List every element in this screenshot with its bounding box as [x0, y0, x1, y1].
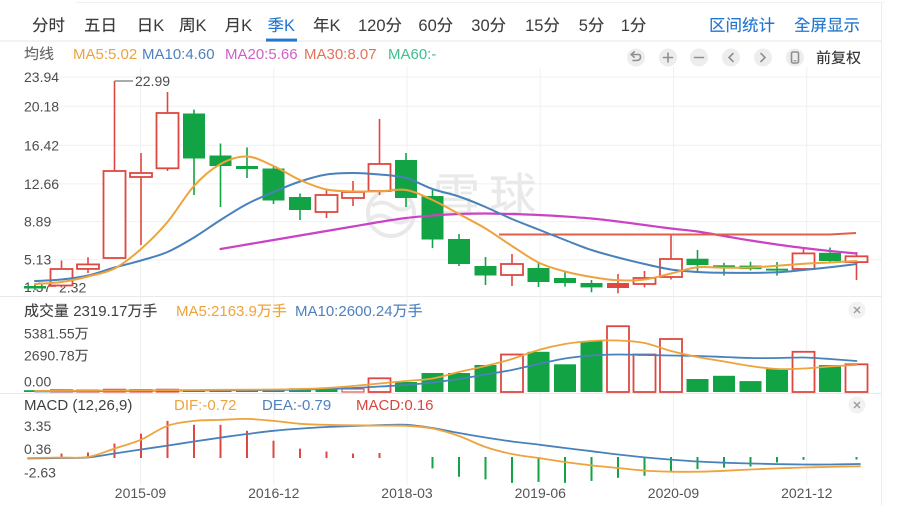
svg-text:60: 60: [418, 17, 436, 35]
svg-text:2021-12: 2021-12: [781, 485, 833, 501]
svg-text:K: K: [284, 17, 295, 35]
svg-text:1: 1: [621, 17, 630, 35]
svg-text:K: K: [241, 17, 252, 35]
svg-text:K: K: [330, 17, 341, 35]
svg-text:2018-03: 2018-03: [381, 485, 433, 501]
svg-text:2015-09: 2015-09: [115, 485, 167, 501]
svg-text:MA30:8.07: MA30:8.07: [304, 46, 377, 63]
svg-text:2019-06: 2019-06: [515, 485, 567, 501]
svg-text:20.18: 20.18: [24, 98, 59, 114]
svg-text:DIF:-0.72: DIF:-0.72: [174, 397, 237, 414]
svg-text:23.94: 23.94: [24, 69, 59, 85]
svg-text:5381.55: 5381.55: [24, 326, 75, 342]
svg-text:15: 15: [525, 17, 543, 35]
svg-text:MA5:5.02: MA5:5.02: [73, 46, 137, 63]
svg-text:16.42: 16.42: [24, 137, 59, 153]
svg-text:2016-12: 2016-12: [248, 485, 300, 501]
svg-text:2690.78: 2690.78: [24, 348, 75, 364]
svg-text:MA20:5.66: MA20:5.66: [225, 46, 298, 63]
svg-text:MACD (12,26,9): MACD (12,26,9): [24, 397, 132, 414]
svg-text:22.99: 22.99: [135, 73, 170, 89]
svg-text:2319.17: 2319.17: [73, 303, 127, 320]
svg-text:MA60:-: MA60:-: [388, 46, 436, 63]
svg-text:K: K: [153, 17, 164, 35]
svg-text:30: 30: [471, 17, 489, 35]
svg-text:120: 120: [358, 17, 386, 35]
svg-text:K: K: [196, 17, 207, 35]
svg-text:MA10:4.60: MA10:4.60: [142, 46, 215, 63]
svg-text:0.00: 0.00: [24, 374, 51, 390]
svg-text:0.36: 0.36: [24, 441, 51, 457]
svg-text:MA5:2163.9: MA5:2163.9: [176, 303, 257, 320]
svg-text:-2.63: -2.63: [24, 464, 56, 480]
svg-text:2020-09: 2020-09: [648, 485, 700, 501]
svg-text:DEA:-0.79: DEA:-0.79: [262, 397, 331, 414]
svg-text:12.66: 12.66: [24, 176, 59, 192]
svg-text:MA10:2600.24: MA10:2600.24: [295, 303, 393, 320]
svg-text:MACD:0.16: MACD:0.16: [356, 397, 434, 414]
svg-text:8.89: 8.89: [24, 214, 51, 230]
svg-text:5: 5: [579, 17, 588, 35]
svg-text:5.13: 5.13: [24, 252, 51, 268]
svg-text:3.35: 3.35: [24, 418, 51, 434]
